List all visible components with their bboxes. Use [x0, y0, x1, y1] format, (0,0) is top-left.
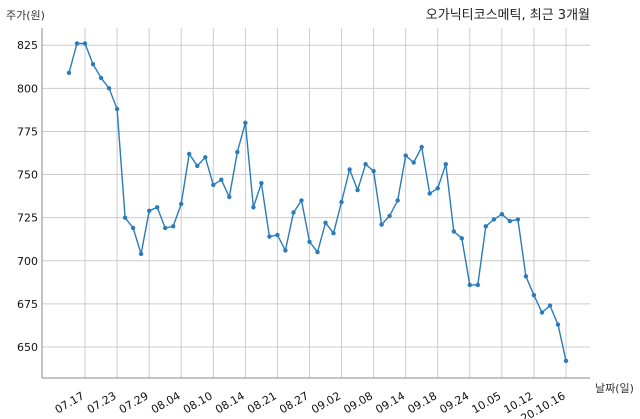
x-tick-label: 07.17 — [53, 389, 87, 416]
price-series — [66, 41, 569, 363]
y-tick-label: 675 — [17, 298, 38, 311]
data-point — [323, 220, 328, 225]
x-tick-label: 08.27 — [277, 389, 311, 416]
data-point — [82, 41, 88, 46]
data-point — [355, 187, 360, 193]
data-point — [187, 151, 192, 157]
x-tick-label: 08.04 — [149, 389, 183, 416]
y-tick-label: 800 — [17, 82, 38, 95]
data-point — [122, 215, 128, 220]
x-tick-label: 07.23 — [85, 389, 119, 416]
data-point — [467, 282, 472, 288]
data-point — [475, 282, 480, 288]
x-tick-label: 10.05 — [470, 389, 504, 416]
data-point — [163, 225, 168, 231]
data-point — [459, 236, 464, 241]
data-point — [395, 198, 400, 203]
data-point — [74, 41, 80, 46]
x-tick-label: 08.21 — [245, 389, 279, 416]
data-point — [387, 213, 392, 219]
x-tick-label: 07.29 — [117, 389, 151, 416]
data-point — [90, 61, 96, 67]
chart-title: 오가닉티코스메틱, 최근 3개월 — [426, 8, 590, 23]
data-point — [179, 201, 184, 207]
data-point — [515, 217, 521, 222]
data-point — [419, 144, 424, 150]
data-point — [563, 358, 569, 363]
data-point — [507, 218, 513, 224]
data-point — [251, 205, 256, 210]
data-point — [235, 149, 240, 155]
y-tick-labels: 650 675 700 725 750 775 800 825 — [17, 39, 38, 354]
data-point — [203, 155, 208, 160]
data-point — [155, 205, 160, 210]
x-tick-label: 09.24 — [438, 389, 472, 416]
data-point — [275, 232, 280, 238]
data-point — [339, 199, 344, 205]
data-point — [283, 248, 288, 253]
y-tick-label: 825 — [17, 39, 38, 52]
axes — [41, 28, 590, 379]
y-tick-label: 775 — [17, 125, 38, 138]
data-point — [138, 251, 144, 257]
x-tick-label: 09.08 — [341, 389, 375, 416]
grid — [42, 28, 590, 378]
data-point — [114, 106, 120, 112]
data-point — [211, 182, 216, 188]
x-tick-labels: 07.1707.2307.2908.0408.1008.1408.2108.27… — [53, 389, 568, 419]
data-point — [531, 293, 537, 298]
data-point — [259, 181, 264, 186]
data-point — [443, 162, 448, 167]
data-point — [363, 162, 368, 167]
price-line — [68, 42, 567, 361]
data-point — [227, 194, 232, 200]
data-point — [491, 217, 497, 222]
data-point — [427, 191, 432, 196]
data-point — [435, 186, 440, 191]
y-tick-label: 750 — [17, 169, 38, 182]
x-tick-label: 09.02 — [309, 389, 343, 416]
data-point — [347, 167, 352, 172]
data-point — [403, 153, 408, 158]
x-axis-label: 날짜(일) — [595, 381, 634, 395]
data-point — [499, 212, 505, 217]
data-point — [451, 229, 456, 234]
data-point — [130, 225, 136, 231]
data-point — [307, 239, 312, 244]
data-point — [171, 224, 176, 229]
data-point — [219, 177, 224, 182]
y-tick-label: 700 — [17, 255, 38, 268]
data-point — [98, 75, 104, 81]
data-point — [411, 160, 416, 165]
data-point — [555, 322, 561, 327]
data-point — [243, 120, 248, 126]
x-tick-label: 09.14 — [373, 389, 407, 416]
data-point — [66, 70, 72, 76]
y-axis-label: 주가(원) — [6, 9, 45, 22]
data-point — [539, 310, 545, 315]
data-point — [291, 210, 296, 215]
data-point — [195, 163, 200, 169]
y-tick-label: 725 — [17, 212, 38, 225]
y-tick-label: 650 — [17, 341, 38, 354]
data-point — [315, 249, 320, 255]
x-tick-label: 08.14 — [213, 389, 247, 416]
data-point — [371, 168, 376, 174]
x-tick-label: 08.10 — [181, 389, 215, 416]
data-point — [331, 231, 336, 236]
x-tick-label: 09.18 — [405, 389, 439, 416]
data-point — [523, 274, 529, 279]
data-point — [267, 234, 272, 239]
data-point — [379, 222, 384, 227]
data-point — [547, 303, 553, 308]
data-point — [299, 198, 304, 203]
data-point — [147, 208, 152, 213]
data-point — [106, 86, 112, 91]
data-point — [483, 224, 488, 229]
